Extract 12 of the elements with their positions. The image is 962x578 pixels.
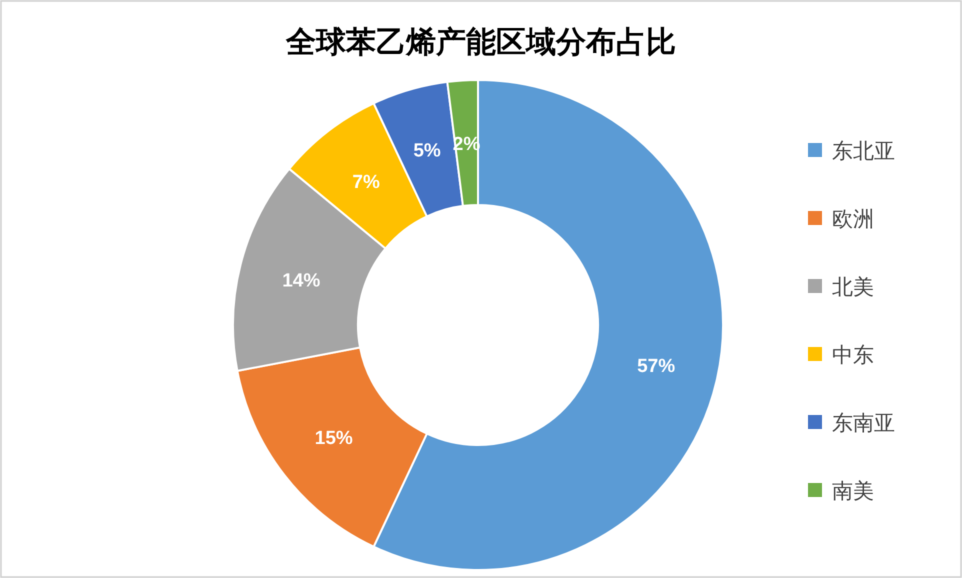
legend-label: 中东 bbox=[832, 344, 874, 367]
data-label: 7% bbox=[352, 172, 380, 193]
data-label: 15% bbox=[314, 428, 353, 449]
data-label: 57% bbox=[637, 356, 676, 377]
legend-label: 北美 bbox=[832, 276, 874, 299]
data-label: 14% bbox=[282, 270, 320, 292]
data-label: 5% bbox=[413, 140, 441, 162]
legend-label: 南美 bbox=[832, 480, 874, 503]
legend-label: 东北亚 bbox=[832, 140, 895, 163]
legend-label: 东南亚 bbox=[832, 412, 895, 435]
legend-label: 欧洲 bbox=[832, 208, 874, 231]
chart-title: 全球苯乙烯产能区域分布占比 bbox=[285, 26, 676, 59]
